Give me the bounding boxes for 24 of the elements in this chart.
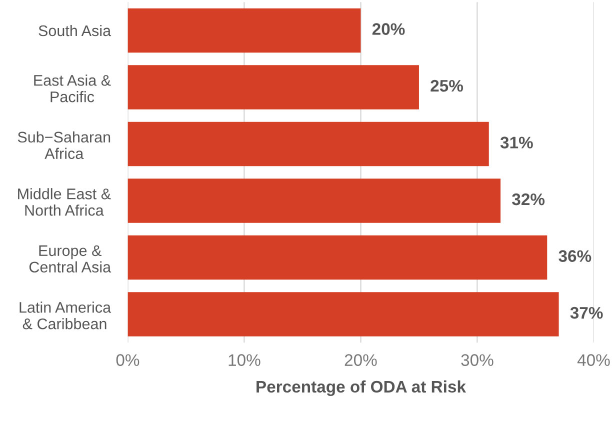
data-label: 37% xyxy=(570,306,603,319)
y-tick-label: Europe & Central Asia xyxy=(29,245,112,273)
y-tick-label: Latin America & Caribbean xyxy=(20,302,112,330)
bar xyxy=(128,8,361,53)
bar xyxy=(128,292,559,336)
bar xyxy=(128,178,501,223)
data-label: 31% xyxy=(500,136,533,148)
y-tick-label: Middle East & North Africa xyxy=(18,188,111,216)
bar xyxy=(128,65,419,110)
bar xyxy=(128,122,489,166)
x-tick-label: 30% xyxy=(461,354,494,366)
data-label: 36% xyxy=(558,250,592,262)
data-label: 32% xyxy=(512,193,545,206)
x-axis-title: Percentage of ODA at Risk xyxy=(256,380,466,396)
data-label: 20% xyxy=(372,23,405,35)
x-tick-label: 40% xyxy=(577,354,610,366)
x-tick-label: 0% xyxy=(116,354,140,366)
y-tick-label: East Asia & Pacific xyxy=(34,74,111,102)
y-tick-label: South Asia xyxy=(38,24,112,36)
data-label: 25% xyxy=(430,80,464,92)
x-tick-label: 10% xyxy=(228,354,260,366)
x-tick-label: 20% xyxy=(344,354,377,366)
y-tick-label: Sub−Saharan Africa xyxy=(18,131,110,160)
bar xyxy=(128,235,548,280)
